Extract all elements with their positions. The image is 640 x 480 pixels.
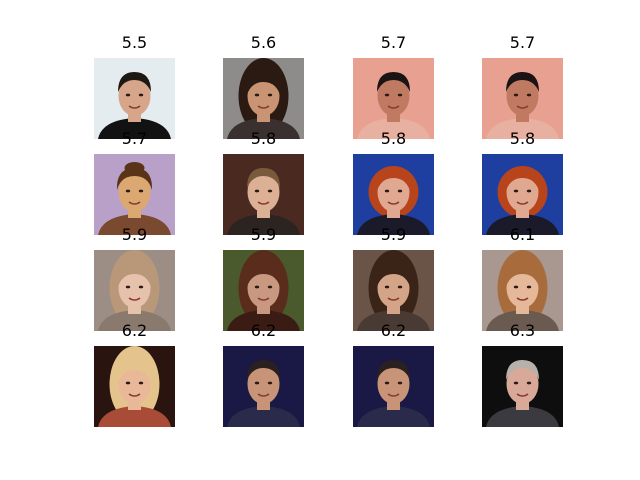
panel-score-label: 5.6 [250,33,277,52]
face-thumbnail [353,250,434,331]
panel-score-label: 6.3 [509,321,536,340]
face-thumbnail [223,346,304,427]
panel-score-label: 5.7 [121,129,148,148]
face-thumbnail [223,58,304,139]
panel-score-label: 5.8 [509,129,536,148]
panel-score-label: 5.5 [121,33,148,52]
face-thumbnail [482,58,563,139]
image-panel: 5.9 [94,225,175,331]
image-panel: 5.8 [223,129,304,235]
face-thumbnail [94,154,175,235]
image-panel: 6.1 [482,225,563,331]
face-thumbnail [482,154,563,235]
face-thumbnail [223,154,304,235]
image-panel: 5.7 [94,129,175,235]
image-panel: 6.2 [353,321,434,427]
face-thumbnail [94,58,175,139]
image-panel: 5.6 [223,33,304,139]
image-panel: 6.3 [482,321,563,427]
panel-score-label: 5.7 [509,33,536,52]
face-thumbnail [482,250,563,331]
image-panel: 5.8 [482,129,563,235]
image-panel: 5.9 [223,225,304,331]
panel-score-label: 6.2 [121,321,148,340]
face-thumbnail [94,346,175,427]
panel-score-label: 6.2 [380,321,407,340]
image-panel: 5.7 [482,33,563,139]
panel-score-label: 5.7 [380,33,407,52]
face-thumbnail [353,154,434,235]
panel-score-label: 5.9 [121,225,148,244]
image-panel: 6.2 [94,321,175,427]
image-panel: 5.7 [353,33,434,139]
panel-score-label: 5.9 [380,225,407,244]
face-thumbnail [94,250,175,331]
panel-score-label: 5.9 [250,225,277,244]
face-thumbnail [223,250,304,331]
face-thumbnail [353,346,434,427]
image-panel: 6.2 [223,321,304,427]
panel-score-label: 5.8 [250,129,277,148]
panel-score-label: 6.1 [509,225,536,244]
image-panel: 5.9 [353,225,434,331]
panel-score-label: 5.8 [380,129,407,148]
face-thumbnail [482,346,563,427]
face-thumbnail [353,58,434,139]
panel-score-label: 6.2 [250,321,277,340]
image-panel: 5.8 [353,129,434,235]
image-panel: 5.5 [94,33,175,139]
